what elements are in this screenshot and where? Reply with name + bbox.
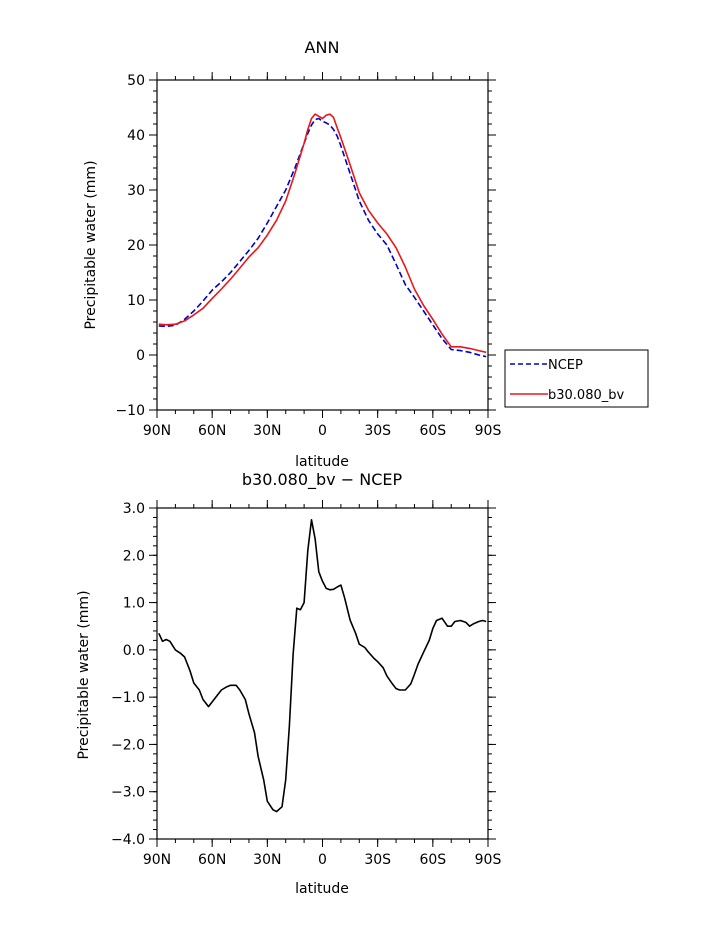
y-tick-label: −4.0 (111, 832, 145, 848)
x-tick-label: 0 (318, 852, 327, 868)
x-tick-label: 30N (253, 423, 281, 439)
y-tick-label: 10 (127, 293, 145, 309)
y-tick-label: 20 (127, 238, 145, 254)
y-tick-label: 40 (127, 128, 145, 144)
y-tick-label: 1.0 (123, 596, 145, 612)
y-tick-label: 0.0 (123, 643, 145, 659)
x-tick-label: 90N (143, 852, 171, 868)
y-tick-label: 30 (127, 183, 145, 199)
x-tick-label: 60S (419, 423, 446, 439)
series-line-ncep (158, 117, 487, 358)
x-tick-label: 60S (419, 852, 446, 868)
x-tick-label: 30S (364, 852, 391, 868)
x-tick-label: 30S (364, 423, 391, 439)
top-chart-panel: ANN −10 0 10 20 30 40 50 90N 60N 30N 0 30S 60S 90S la… (83, 38, 649, 470)
series-line-difference-0 (158, 518, 487, 813)
x-tick-label: 90S (475, 423, 502, 439)
x-tick-label: 60N (198, 852, 226, 868)
x-tick-label: 90N (143, 423, 171, 439)
plot-frame (156, 507, 489, 840)
legend-label-ncep: NCEP (548, 358, 583, 373)
y-tick-label: 0 (136, 348, 145, 364)
y-tick-label: 50 (127, 73, 145, 89)
series-line-b30-080-bv (158, 113, 487, 354)
legend: NCEP b30.080_bv (504, 349, 649, 408)
y-tick-label: −2.0 (111, 737, 145, 753)
y-tick-label: −10 (115, 403, 145, 419)
x-tick-label: 60N (198, 423, 226, 439)
bottom-chart-panel: b30.080_bv − NCEP −4.0 −3.0 −2.0 −1.0 0.0 1.0… (76, 470, 501, 897)
x-tick-label: 0 (318, 423, 327, 439)
legend-box (504, 349, 649, 408)
x-axis-label: latitude (295, 454, 349, 470)
y-tick-label: 2.0 (123, 548, 145, 564)
x-axis-label: latitude (295, 881, 349, 897)
y-tick-label: 3.0 (123, 501, 145, 517)
chart-title: ANN (305, 38, 340, 57)
y-axis-label: Precipitable water (mm) (76, 590, 92, 759)
x-tick-label: 90S (475, 852, 502, 868)
chart-title: b30.080_bv − NCEP (242, 470, 403, 490)
x-tick-label: 30N (253, 852, 281, 868)
y-tick-label: −3.0 (111, 785, 145, 801)
legend-label-model: b30.080_bv (548, 388, 624, 403)
plot-frame (156, 79, 489, 411)
y-axis-label: Precipitable water (mm) (83, 160, 99, 329)
y-tick-label: −1.0 (111, 690, 145, 706)
